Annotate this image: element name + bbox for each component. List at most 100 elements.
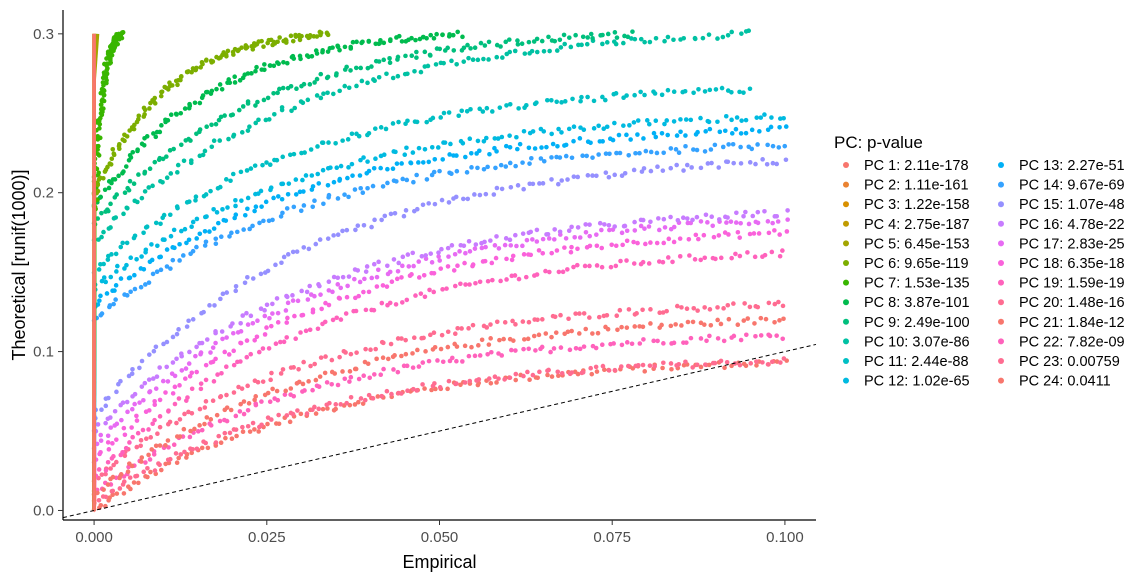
data-point bbox=[98, 438, 104, 443]
data-point bbox=[362, 397, 368, 403]
data-point bbox=[445, 386, 450, 392]
data-point bbox=[544, 97, 550, 103]
data-point bbox=[648, 219, 653, 225]
data-point bbox=[426, 159, 432, 165]
data-point bbox=[370, 183, 376, 189]
data-point bbox=[558, 45, 564, 50]
data-point bbox=[289, 108, 294, 114]
data-point bbox=[555, 143, 560, 149]
series-20 bbox=[91, 299, 786, 511]
data-point bbox=[374, 356, 379, 362]
data-point bbox=[754, 115, 760, 120]
data-point bbox=[313, 241, 319, 247]
data-point bbox=[244, 44, 250, 50]
data-point bbox=[238, 321, 243, 326]
data-point bbox=[392, 211, 398, 216]
data-point bbox=[437, 46, 443, 52]
data-point bbox=[301, 359, 306, 365]
data-point bbox=[176, 396, 182, 401]
data-point bbox=[413, 37, 418, 43]
data-point bbox=[569, 224, 574, 230]
data-point bbox=[579, 42, 584, 48]
data-point bbox=[109, 156, 115, 162]
data-point bbox=[607, 227, 612, 233]
data-point bbox=[641, 166, 647, 171]
data-point bbox=[502, 377, 507, 382]
data-point bbox=[285, 252, 291, 257]
legend-item: PC 2: 1.11e-161 bbox=[843, 178, 969, 194]
data-point bbox=[252, 208, 257, 214]
data-point bbox=[215, 372, 220, 377]
data-point bbox=[558, 345, 564, 350]
data-point bbox=[118, 244, 124, 250]
data-point bbox=[255, 318, 260, 324]
data-point bbox=[373, 156, 378, 162]
data-point bbox=[524, 103, 529, 108]
data-point bbox=[203, 440, 209, 446]
data-point bbox=[569, 370, 575, 375]
data-point bbox=[132, 122, 137, 128]
data-point bbox=[381, 40, 387, 46]
data-point bbox=[222, 349, 228, 355]
data-point bbox=[612, 30, 618, 35]
data-point bbox=[300, 100, 306, 106]
data-point bbox=[141, 143, 147, 148]
data-point bbox=[290, 293, 295, 298]
data-point bbox=[726, 142, 731, 147]
data-point bbox=[552, 314, 558, 320]
data-point bbox=[265, 268, 271, 274]
data-point bbox=[575, 371, 581, 377]
data-point bbox=[146, 377, 152, 382]
data-point bbox=[412, 68, 417, 74]
data-point bbox=[515, 183, 521, 188]
data-point bbox=[223, 218, 229, 223]
data-point bbox=[179, 228, 184, 234]
data-point bbox=[726, 232, 731, 237]
data-point bbox=[365, 185, 370, 191]
data-point bbox=[124, 262, 129, 268]
data-point bbox=[281, 59, 286, 65]
data-point bbox=[238, 359, 243, 364]
data-point bbox=[438, 266, 444, 271]
data-point bbox=[468, 106, 473, 112]
data-point bbox=[107, 303, 113, 308]
data-point bbox=[503, 164, 509, 169]
data-point bbox=[580, 370, 586, 375]
data-point bbox=[660, 259, 666, 265]
data-point bbox=[127, 178, 133, 184]
data-point bbox=[247, 226, 252, 232]
data-point bbox=[277, 35, 282, 40]
data-point bbox=[783, 124, 789, 129]
data-point bbox=[723, 113, 729, 119]
data-point bbox=[524, 237, 530, 243]
data-point bbox=[635, 362, 641, 368]
data-point bbox=[132, 401, 137, 407]
data-point bbox=[231, 362, 237, 368]
data-point bbox=[317, 283, 322, 289]
data-point bbox=[683, 117, 689, 122]
data-point bbox=[344, 294, 350, 300]
data-point bbox=[416, 145, 422, 151]
data-point bbox=[526, 39, 532, 45]
data-point bbox=[271, 91, 276, 96]
data-point bbox=[356, 133, 362, 139]
data-point bbox=[388, 341, 394, 347]
data-point bbox=[330, 289, 335, 295]
data-point bbox=[275, 194, 281, 199]
data-point bbox=[664, 308, 669, 314]
data-point bbox=[587, 222, 592, 227]
data-point bbox=[534, 239, 540, 244]
data-point bbox=[127, 475, 133, 480]
data-point bbox=[174, 331, 180, 337]
data-point bbox=[521, 128, 527, 134]
legend-item: PC 10: 3.07e-86 bbox=[843, 334, 970, 350]
data-point bbox=[241, 399, 247, 404]
data-point bbox=[725, 32, 731, 38]
data-point bbox=[460, 140, 466, 146]
data-point bbox=[781, 316, 786, 322]
data-point bbox=[566, 126, 572, 132]
legend-item: PC 14: 9.67e-69 bbox=[998, 178, 1125, 194]
data-point bbox=[520, 231, 526, 236]
data-point bbox=[405, 252, 411, 257]
data-point bbox=[637, 324, 642, 329]
